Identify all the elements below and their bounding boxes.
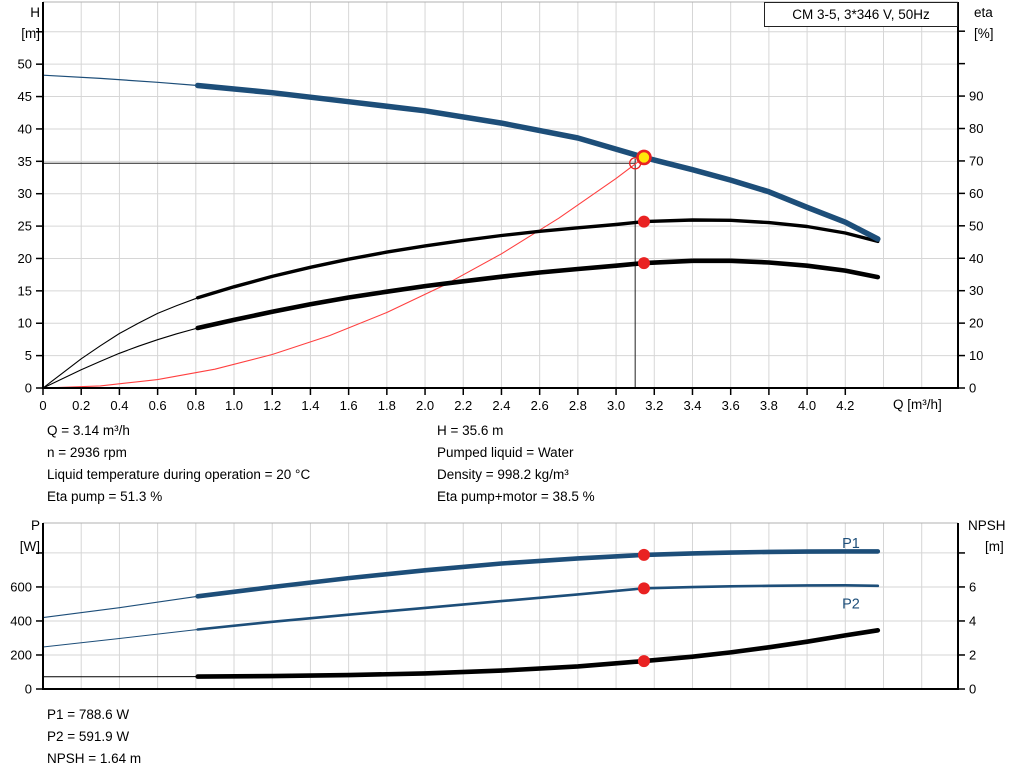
eta-pump-motor-curve <box>195 258 881 331</box>
info-eta-pump-motor: Eta pump+motor = 38.5 % <box>437 489 595 504</box>
pump-head-curve-thin <box>42 74 198 87</box>
x-axis-tick-label: 1.2 <box>263 398 281 413</box>
left-axis-tick-label: 45 <box>18 89 32 104</box>
x-axis-tick-label: 0.8 <box>187 398 205 413</box>
x-axis-tick-label: 2.8 <box>569 398 587 413</box>
left-axis-tick-label: 200 <box>10 647 32 662</box>
right-axis-tick-label: 40 <box>969 251 983 266</box>
left-axis-tick-label: 600 <box>10 579 32 594</box>
info-pumped-liquid: Pumped liquid = Water <box>437 445 574 460</box>
curve-value-dot <box>637 548 650 561</box>
right-axis-tick-label: 80 <box>969 121 983 136</box>
x-axis-tick-label: 2.6 <box>531 398 549 413</box>
left-axis-tick-label: 40 <box>18 121 32 136</box>
axis-title-eta-unit: [%] <box>974 26 994 41</box>
x-axis-tick-label: 2.2 <box>454 398 472 413</box>
left-axis-tick-label: 35 <box>18 154 32 169</box>
axis-title-head-unit: [m] <box>21 26 40 41</box>
info-npsh: NPSH = 1.64 m <box>47 751 142 766</box>
p1-power-curve <box>195 549 881 599</box>
p2-power-curve <box>196 583 880 631</box>
p2-curve-label: P2 <box>842 597 860 613</box>
axis-title-npsh: NPSH <box>968 518 1006 533</box>
right-axis-tick-label: 6 <box>969 579 976 594</box>
x-axis-tick-label: 2.4 <box>492 398 510 413</box>
right-axis-tick-label: 70 <box>969 153 983 168</box>
axis-title-power-unit: [W] <box>19 539 40 554</box>
left-axis-tick-label: 20 <box>18 251 32 266</box>
eta-pump-motor-curve-thin <box>42 327 198 389</box>
left-axis-tick-label: 0 <box>25 682 32 697</box>
curve-value-dot <box>637 582 650 595</box>
right-axis-tick-label: 4 <box>969 613 976 628</box>
operating-point <box>636 149 652 166</box>
info-p1: P1 = 788.6 W <box>47 707 130 722</box>
p1-power-curve-thin <box>42 595 198 619</box>
info-flow: Q = 3.14 m³/h <box>47 423 130 438</box>
result-block-left: Q = 3.14 m³/h n = 2936 rpm Liquid temper… <box>47 420 310 508</box>
left-axis-tick-label: 25 <box>18 219 32 234</box>
curve-value-dot <box>637 655 650 668</box>
x-axis-tick-label: 3.4 <box>683 398 701 413</box>
npsh-curve <box>195 627 881 679</box>
right-axis-tick-label: 20 <box>969 316 983 331</box>
result-block-right: H = 35.6 m Pumped liquid = Water Density… <box>437 420 595 508</box>
x-axis-tick-label: 1.6 <box>340 398 358 413</box>
x-axis-tick-label: 3.2 <box>645 398 663 413</box>
left-axis-tick-label: 5 <box>25 348 32 363</box>
x-axis-tick-label: 1.8 <box>378 398 396 413</box>
x-axis-tick-label: 0.4 <box>110 398 128 413</box>
left-axis-tick-label: 50 <box>18 57 32 72</box>
right-axis-tick-label: 0 <box>969 682 976 697</box>
right-axis-tick-label: 2 <box>969 647 976 662</box>
right-axis-tick-label: 60 <box>969 186 983 201</box>
axis-title-npsh-unit: [m] <box>985 539 1004 554</box>
pump-model-badge: CM 3-5, 3*346 V, 50Hz <box>764 2 958 27</box>
x-axis-tick-label: 0.2 <box>72 398 90 413</box>
left-axis-tick-label: 0 <box>25 381 32 396</box>
system-curve-thin <box>42 156 645 389</box>
right-axis-tick-label: 10 <box>969 348 983 363</box>
p2-power-curve-thin <box>42 629 198 648</box>
p1-curve-label: P1 <box>842 536 860 552</box>
result-block-bottom: P1 = 788.6 W P2 = 591.9 W NPSH = 1.64 m <box>47 704 141 770</box>
curve-value-dot <box>637 215 650 228</box>
x-axis-tick-label: 0 <box>39 398 46 413</box>
right-axis-tick-label: 90 <box>969 89 983 104</box>
right-axis-tick-label: 0 <box>969 381 976 396</box>
info-p2: P2 = 591.9 W <box>47 729 130 744</box>
info-liquid-temperature: Liquid temperature during operation = 20… <box>47 467 311 482</box>
x-axis-tick-label: 1.4 <box>301 398 319 413</box>
x-axis-tick-label: 0.6 <box>149 398 167 413</box>
x-axis-tick-label: 4.0 <box>798 398 816 413</box>
info-eta-pump: Eta pump = 51.3 % <box>47 489 163 504</box>
axis-title-eta: eta <box>974 5 993 20</box>
right-axis-tick-label: 30 <box>969 283 983 298</box>
left-axis-tick-label: 30 <box>18 186 32 201</box>
info-density: Density = 998.2 kg/m³ <box>437 467 569 482</box>
curve-value-dot <box>637 257 650 270</box>
axis-title-power: P <box>30 518 40 533</box>
left-axis-tick-label: 15 <box>18 283 32 298</box>
info-head: H = 35.6 m <box>437 423 504 438</box>
x-axis-tick-label: 3.8 <box>760 398 778 413</box>
x-axis-tick-label: 3.6 <box>722 398 740 413</box>
eta-pump-curve-thin <box>42 297 198 389</box>
x-axis-tick-label: 4.2 <box>836 398 854 413</box>
x-axis-tick-label: 3.0 <box>607 398 625 413</box>
axis-title-flow: Q [m³/h] <box>893 397 942 412</box>
eta-pump-curve <box>195 218 880 300</box>
pump-model-text: CM 3-5, 3*346 V, 50Hz <box>792 7 930 22</box>
pump-head-curve <box>194 82 881 242</box>
right-axis-tick-label: 50 <box>969 218 983 233</box>
axis-title-head: H <box>30 5 40 20</box>
left-axis-tick-label: 10 <box>18 316 32 331</box>
left-axis-tick-label: 400 <box>10 613 32 628</box>
info-speed: n = 2936 rpm <box>47 445 127 460</box>
x-axis-tick-label: 1.0 <box>225 398 243 413</box>
x-axis-tick-label: 2.0 <box>416 398 434 413</box>
